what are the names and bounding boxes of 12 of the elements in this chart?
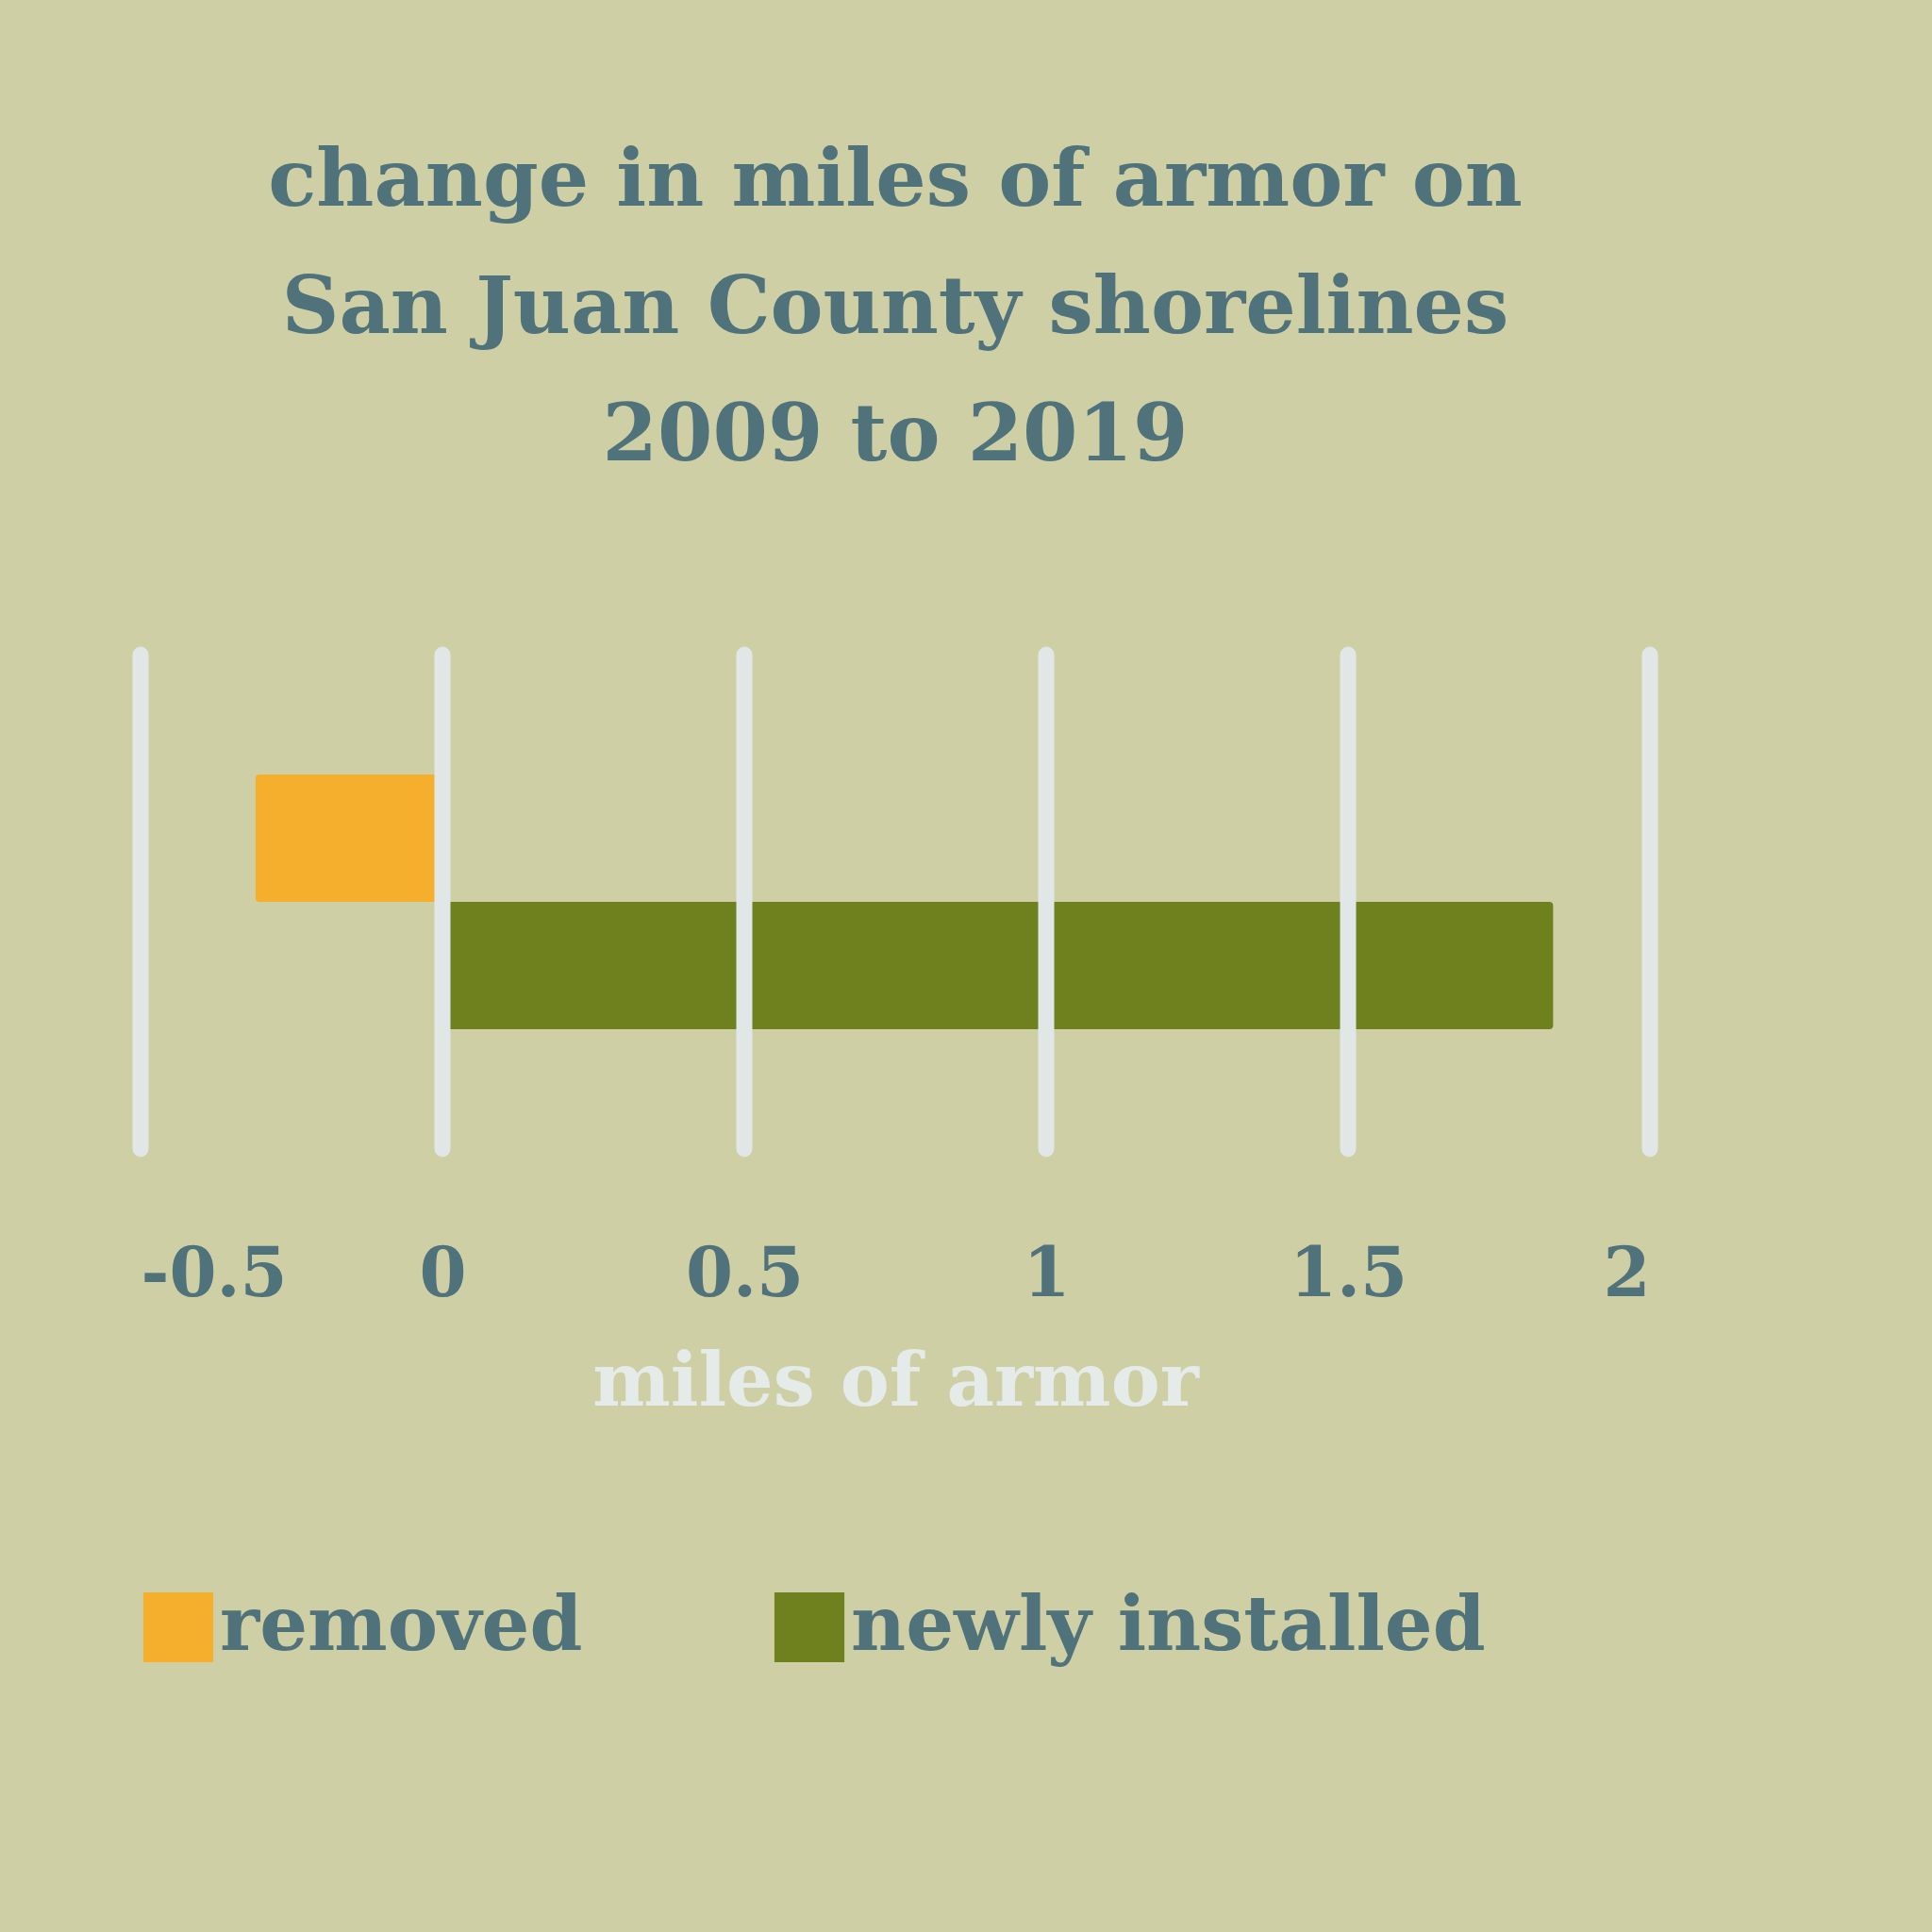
legend-label: removed	[220, 1579, 583, 1668]
legend-label: newly installed	[851, 1579, 1486, 1668]
text: 2009 to 2019	[602, 385, 1189, 479]
x-tick-label: 0	[419, 1231, 467, 1312]
text: San Juan County shorelines	[281, 258, 1509, 352]
text: change in miles of armor on	[268, 130, 1523, 225]
x-tick-label: 1.5	[1289, 1231, 1408, 1312]
x-tick-label: 0.5	[685, 1231, 805, 1312]
x-tick-label: -0.5	[141, 1231, 288, 1312]
x-tick-label: 2	[1603, 1231, 1651, 1312]
x-tick-label: 1	[1023, 1231, 1071, 1312]
x-axis-title: miles of armor	[592, 1336, 1200, 1423]
